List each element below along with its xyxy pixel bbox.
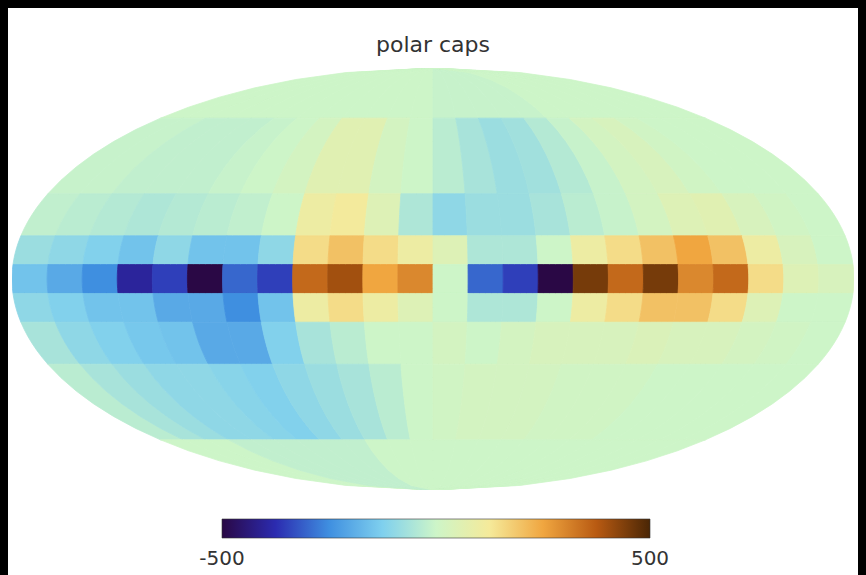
svg-text:-500: -500	[199, 546, 244, 570]
svg-text:500: 500	[631, 546, 669, 570]
svg-text:polar caps: polar caps	[376, 32, 490, 57]
